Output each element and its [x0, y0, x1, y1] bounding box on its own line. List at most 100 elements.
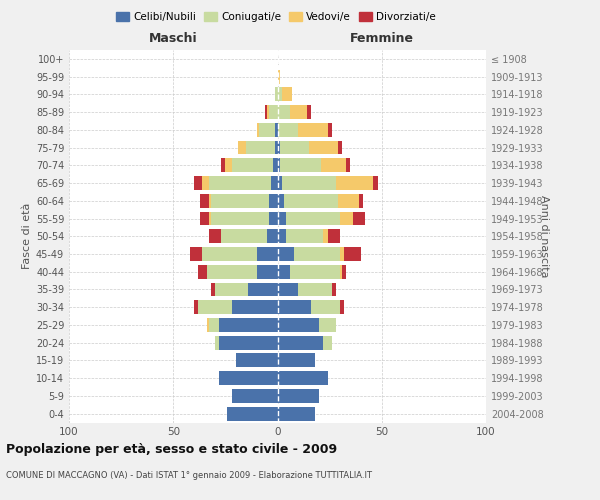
Bar [211, 282, 215, 296]
Bar [323, 230, 328, 243]
Bar [277, 176, 281, 190]
Bar [209, 212, 211, 226]
Bar [215, 282, 248, 296]
Bar [328, 123, 332, 136]
Bar [277, 354, 315, 368]
Bar [269, 105, 277, 119]
Bar [257, 265, 277, 278]
Bar [277, 88, 281, 102]
Bar [271, 176, 277, 190]
Bar [232, 158, 274, 172]
Bar [211, 194, 269, 207]
Bar [227, 406, 277, 420]
Text: COMUNE DI MACCAGNO (VA) - Dati ISTAT 1° gennaio 2009 - Elaborazione TUTTITALIA.I: COMUNE DI MACCAGNO (VA) - Dati ISTAT 1° … [6, 471, 372, 480]
Bar [267, 105, 269, 119]
Bar [198, 300, 232, 314]
Bar [290, 265, 340, 278]
Bar [277, 389, 319, 403]
Bar [275, 123, 277, 136]
Bar [269, 194, 277, 207]
Bar [346, 158, 350, 172]
Bar [275, 88, 277, 102]
Bar [215, 336, 219, 349]
Bar [200, 194, 209, 207]
Bar [338, 194, 359, 207]
Bar [274, 158, 277, 172]
Bar [323, 336, 332, 349]
Bar [277, 194, 284, 207]
Bar [209, 318, 219, 332]
Bar [219, 371, 277, 385]
Bar [340, 247, 344, 261]
Bar [277, 318, 319, 332]
Bar [277, 70, 280, 84]
Bar [281, 176, 336, 190]
Bar [277, 105, 290, 119]
Bar [221, 158, 226, 172]
Bar [265, 105, 267, 119]
Bar [221, 230, 267, 243]
Legend: Celibi/Nubili, Coniugati/e, Vedovi/e, Divorziati/e: Celibi/Nubili, Coniugati/e, Vedovi/e, Di… [112, 8, 440, 26]
Bar [267, 230, 277, 243]
Bar [286, 212, 340, 226]
Bar [194, 176, 202, 190]
Bar [336, 176, 373, 190]
Bar [209, 176, 271, 190]
Bar [277, 336, 323, 349]
Bar [311, 300, 340, 314]
Bar [232, 389, 277, 403]
Bar [359, 194, 363, 207]
Bar [200, 212, 209, 226]
Bar [190, 247, 202, 261]
Y-axis label: Fasce di età: Fasce di età [22, 203, 32, 270]
Y-axis label: Anni di nascita: Anni di nascita [539, 195, 549, 278]
Bar [277, 230, 286, 243]
Bar [340, 300, 344, 314]
Bar [307, 105, 311, 119]
Bar [238, 140, 246, 154]
Bar [319, 318, 336, 332]
Bar [290, 105, 307, 119]
Bar [202, 247, 257, 261]
Bar [286, 230, 323, 243]
Bar [275, 140, 277, 154]
Bar [277, 123, 298, 136]
Bar [232, 300, 277, 314]
Bar [373, 176, 377, 190]
Bar [277, 282, 298, 296]
Bar [206, 265, 257, 278]
Bar [277, 406, 315, 420]
Bar [280, 158, 321, 172]
Bar [248, 282, 277, 296]
Bar [340, 265, 342, 278]
Bar [284, 194, 338, 207]
Bar [309, 140, 338, 154]
Bar [246, 140, 275, 154]
Bar [353, 212, 365, 226]
Bar [277, 247, 294, 261]
Bar [298, 123, 328, 136]
Bar [277, 300, 311, 314]
Bar [280, 140, 309, 154]
Bar [340, 212, 353, 226]
Bar [206, 318, 209, 332]
Bar [277, 140, 280, 154]
Bar [342, 265, 346, 278]
Bar [277, 265, 290, 278]
Bar [332, 282, 336, 296]
Bar [236, 354, 277, 368]
Bar [198, 265, 206, 278]
Bar [194, 300, 198, 314]
Bar [281, 88, 292, 102]
Bar [269, 212, 277, 226]
Bar [226, 158, 232, 172]
Text: Popolazione per età, sesso e stato civile - 2009: Popolazione per età, sesso e stato civil… [6, 442, 337, 456]
Bar [257, 247, 277, 261]
Bar [219, 336, 277, 349]
Bar [294, 247, 340, 261]
Bar [277, 158, 280, 172]
Text: Maschi: Maschi [149, 32, 197, 44]
Bar [219, 318, 277, 332]
Bar [338, 140, 342, 154]
Bar [321, 158, 346, 172]
